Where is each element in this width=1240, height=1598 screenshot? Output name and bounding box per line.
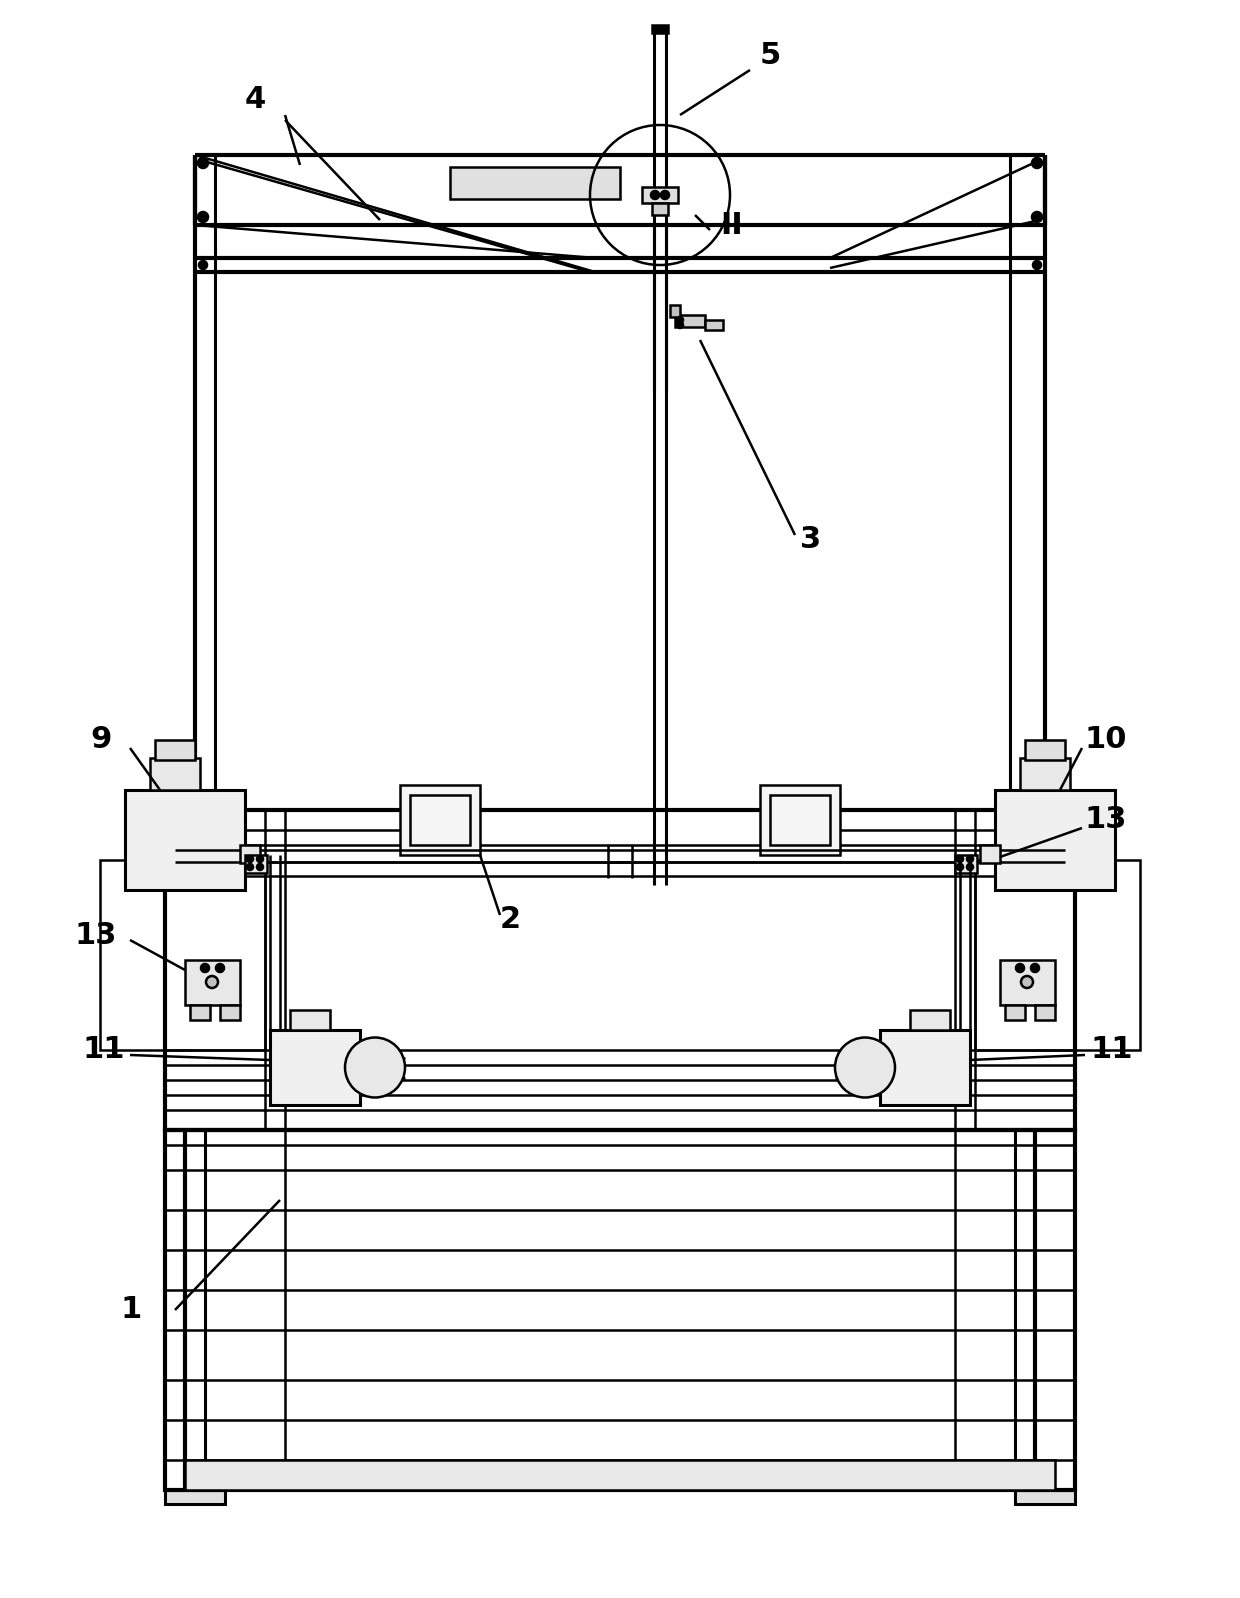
- Circle shape: [216, 964, 224, 972]
- Circle shape: [957, 865, 963, 869]
- Bar: [1004, 1005, 1025, 1020]
- Bar: [770, 794, 830, 845]
- Circle shape: [1016, 964, 1024, 972]
- Text: 13: 13: [1085, 805, 1127, 834]
- Bar: [652, 26, 668, 34]
- Text: 10: 10: [1085, 725, 1127, 754]
- Bar: [190, 1005, 210, 1020]
- Bar: [410, 794, 470, 845]
- Text: 11: 11: [82, 1036, 124, 1064]
- Circle shape: [201, 964, 210, 972]
- Bar: [642, 187, 678, 203]
- Circle shape: [967, 865, 973, 869]
- Circle shape: [835, 1037, 895, 1098]
- Circle shape: [661, 192, 670, 200]
- Bar: [241, 845, 260, 863]
- Circle shape: [206, 976, 218, 988]
- Bar: [675, 315, 706, 328]
- Bar: [1035, 1005, 1055, 1020]
- Text: 1: 1: [120, 1296, 141, 1325]
- Bar: [999, 960, 1055, 1005]
- Circle shape: [1021, 976, 1033, 988]
- Bar: [994, 789, 1115, 890]
- Circle shape: [967, 857, 973, 861]
- Text: 5: 5: [760, 40, 781, 69]
- Text: 9: 9: [91, 725, 112, 754]
- Bar: [706, 320, 723, 331]
- Bar: [975, 860, 1140, 1050]
- Circle shape: [257, 865, 263, 869]
- Circle shape: [1032, 158, 1042, 168]
- Bar: [219, 1005, 241, 1020]
- Text: 3: 3: [800, 526, 821, 555]
- Bar: [910, 1010, 950, 1031]
- Text: 2: 2: [500, 906, 521, 935]
- Circle shape: [957, 857, 963, 861]
- Text: II: II: [720, 211, 743, 240]
- Bar: [955, 855, 977, 873]
- Circle shape: [198, 213, 208, 222]
- Bar: [185, 960, 241, 1005]
- Bar: [185, 1461, 1055, 1489]
- Bar: [880, 1031, 970, 1104]
- Bar: [401, 785, 480, 855]
- Circle shape: [247, 865, 253, 869]
- Bar: [165, 1489, 224, 1504]
- Bar: [1016, 1489, 1075, 1504]
- Bar: [270, 1031, 360, 1104]
- Circle shape: [677, 316, 683, 323]
- Text: 13: 13: [74, 920, 118, 949]
- Bar: [760, 785, 839, 855]
- Circle shape: [247, 857, 253, 861]
- Circle shape: [677, 323, 683, 328]
- Text: 4: 4: [246, 86, 267, 115]
- Circle shape: [198, 260, 207, 268]
- Bar: [1025, 740, 1065, 761]
- Bar: [652, 203, 668, 216]
- Circle shape: [1032, 213, 1042, 222]
- Bar: [125, 789, 246, 890]
- Bar: [670, 305, 680, 316]
- Circle shape: [651, 192, 658, 200]
- Circle shape: [198, 158, 208, 168]
- Bar: [155, 740, 195, 761]
- Circle shape: [1030, 964, 1039, 972]
- Circle shape: [257, 857, 263, 861]
- Bar: [290, 1010, 330, 1031]
- Bar: [1021, 757, 1070, 789]
- Bar: [450, 168, 620, 200]
- Bar: [980, 845, 999, 863]
- Text: 11: 11: [1090, 1036, 1132, 1064]
- Bar: [165, 810, 1075, 1130]
- Circle shape: [345, 1037, 405, 1098]
- Circle shape: [1033, 260, 1042, 268]
- Bar: [165, 1130, 1075, 1489]
- Bar: [100, 860, 265, 1050]
- Bar: [150, 757, 200, 789]
- Bar: [246, 855, 267, 873]
